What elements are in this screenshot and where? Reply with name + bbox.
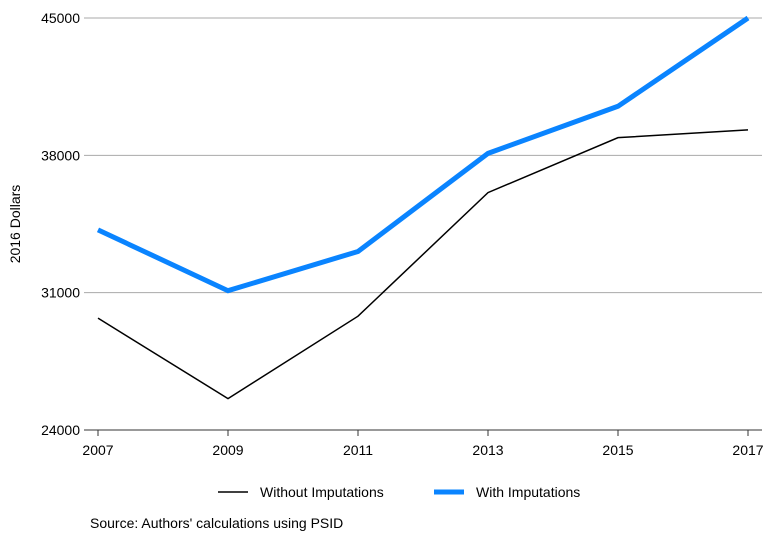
legend-label: Without Imputations <box>260 484 384 500</box>
y-tick-label: 45000 <box>41 10 80 26</box>
x-tick-label: 2009 <box>212 442 243 458</box>
x-tick-label: 2017 <box>732 442 763 458</box>
x-tick-label: 2015 <box>602 442 633 458</box>
source: Source: Authors' calculations using PSID <box>90 515 343 531</box>
x-tick-label: 2007 <box>82 442 113 458</box>
y-tick-label: 38000 <box>41 147 80 163</box>
legend-label: With Imputations <box>476 484 580 500</box>
line-series <box>96 15 750 294</box>
line-series <box>97 129 749 400</box>
y-axis-label: 2016 Dollars <box>7 185 23 264</box>
x-tick-label: 2013 <box>472 442 503 458</box>
y-tick-label: 31000 <box>41 285 80 301</box>
y-tick-label: 24000 <box>41 422 80 438</box>
x-tick-label: 2011 <box>343 442 373 458</box>
